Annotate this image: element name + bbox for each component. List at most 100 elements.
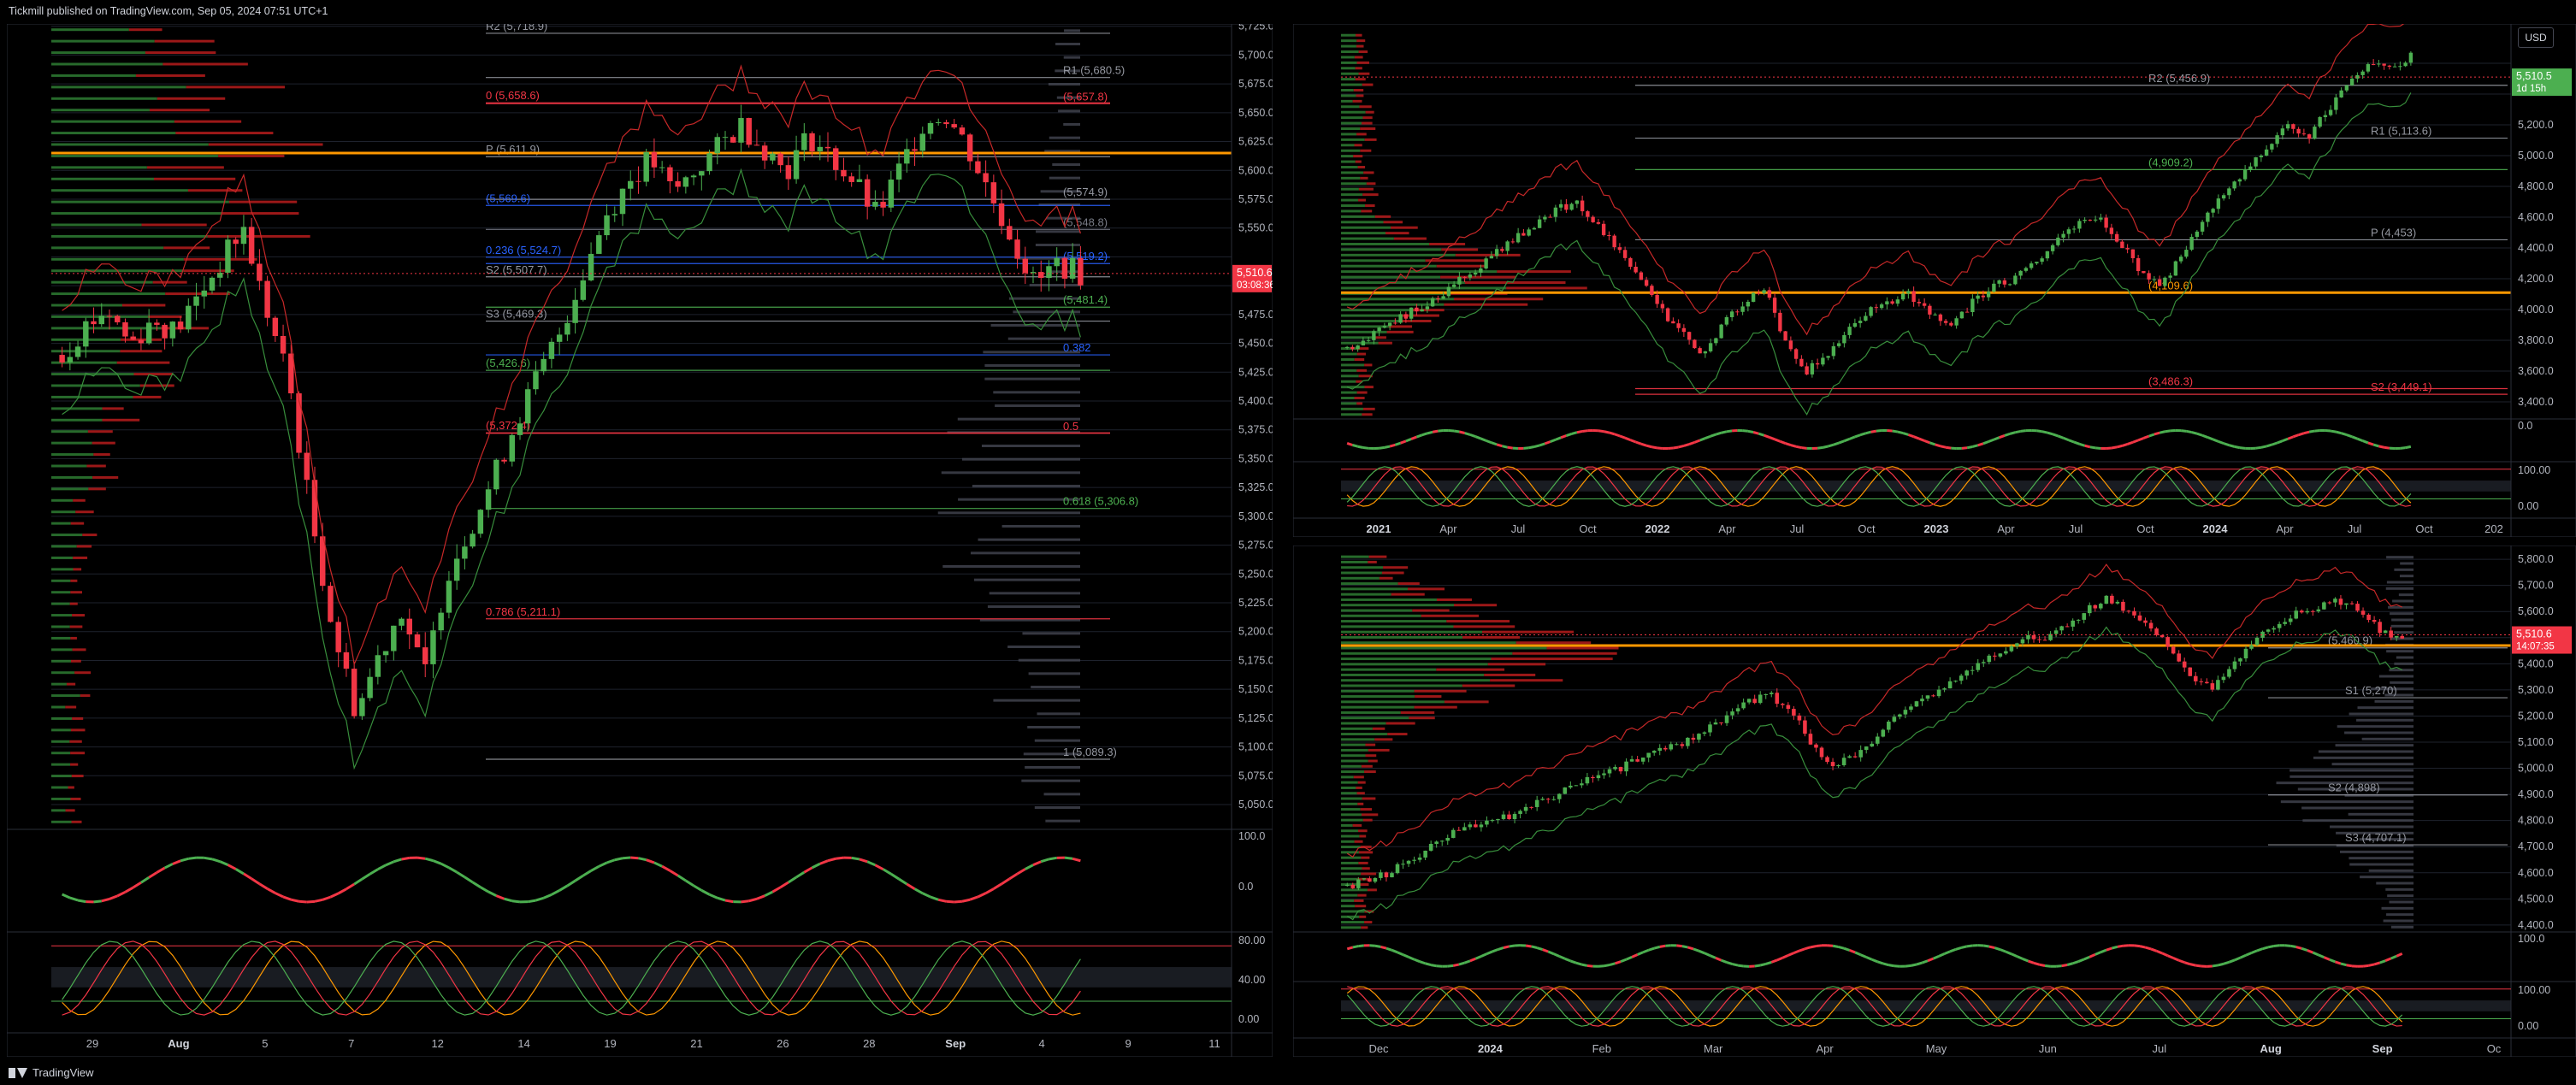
candle-body bbox=[2104, 595, 2109, 604]
volume-profile-bar-down bbox=[128, 28, 162, 32]
brand-name: TradingView bbox=[32, 1066, 94, 1079]
volume-profile-bar-up bbox=[1341, 829, 1359, 833]
top-right-chart-panel[interactable]: R2 (5,456.9)R1 (5,113.6)(4,909.2)P (4,45… bbox=[1293, 24, 2576, 537]
volume-profile-bar-down bbox=[72, 716, 84, 720]
left-chart-panel[interactable]: R2 (5,718.9)R1 (5,680.5)0 (5,658.6) (5,65… bbox=[7, 24, 1273, 1057]
oscillator-segment bbox=[1598, 429, 1604, 433]
time-tick-label: May bbox=[1926, 1042, 1947, 1055]
volume-profile-bar-up bbox=[1341, 593, 1391, 596]
volume-profile-bar-down bbox=[1462, 684, 1515, 687]
candle-body bbox=[1714, 338, 1718, 344]
candle-body bbox=[2389, 630, 2393, 638]
volume-profile-bar-up bbox=[51, 212, 222, 215]
candle-body bbox=[1622, 250, 1628, 258]
candle-body bbox=[1746, 699, 1752, 703]
oscillator-segment bbox=[1040, 858, 1049, 864]
candle-body bbox=[1403, 314, 1409, 319]
oscillator-segment bbox=[2323, 956, 2331, 961]
candle-body bbox=[1735, 311, 1740, 313]
volume-profile-bar-up bbox=[51, 74, 136, 77]
candle-body bbox=[288, 353, 294, 394]
tradingview-logo[interactable]: TradingView bbox=[9, 1066, 94, 1079]
session-volume-bar bbox=[1049, 136, 1080, 139]
oscillator-segment bbox=[2154, 431, 2160, 436]
lower-band-line bbox=[1346, 626, 2402, 921]
session-volume-bar bbox=[1023, 752, 1080, 756]
oscillator-segment bbox=[764, 890, 774, 898]
oscillator-segment bbox=[234, 868, 245, 876]
session-volume-bar bbox=[2348, 812, 2414, 816]
oscillator-segment bbox=[1480, 437, 1487, 442]
candle-body bbox=[572, 299, 578, 323]
oscillator-segment bbox=[1668, 446, 1674, 451]
volume-profile-bar-down bbox=[1363, 171, 1374, 174]
time-tick-label: 5 bbox=[262, 1037, 268, 1050]
candle-body bbox=[1852, 322, 1858, 327]
oscillator-segment bbox=[2213, 438, 2219, 443]
volume-profile-bar-up bbox=[1341, 397, 1355, 399]
oscillator-segment bbox=[653, 861, 663, 868]
oscillator-segment bbox=[1072, 857, 1081, 863]
oscillator-segment bbox=[1625, 955, 1633, 961]
candle-body bbox=[67, 357, 74, 363]
volume-profile-bar-up bbox=[51, 716, 73, 720]
volume-profile-bar-down bbox=[222, 212, 299, 215]
candle-body bbox=[1898, 714, 1902, 717]
session-volume-bar bbox=[1040, 190, 1080, 193]
candle-body bbox=[1420, 309, 1424, 312]
oscillator-segment bbox=[2020, 429, 2027, 433]
session-volume-bar bbox=[2385, 887, 2414, 891]
candle-body bbox=[1881, 729, 1886, 737]
oscillator-segment bbox=[1544, 440, 1551, 445]
oscillator-segment bbox=[2277, 439, 2284, 445]
oscillator-segment bbox=[1397, 951, 1404, 956]
oscillator-segment bbox=[2318, 953, 2325, 959]
volume-profile-bar-down bbox=[87, 430, 113, 433]
volume-profile-bar-up bbox=[51, 86, 186, 89]
volume-profile-bar-down bbox=[69, 602, 78, 605]
oscillator-segment bbox=[2150, 947, 2158, 952]
oscillator-segment bbox=[314, 898, 323, 903]
candle-body bbox=[1808, 734, 1813, 745]
volume-profile-bar-up bbox=[51, 407, 103, 410]
candle-body bbox=[2248, 166, 2253, 170]
candle-body bbox=[1842, 334, 1846, 344]
oscillator-segment bbox=[1025, 864, 1034, 870]
bottom-right-chart-panel[interactable]: (5,460.9)S1 (5,270)S2 (4,898)S3 (4,707.1… bbox=[1293, 545, 2576, 1057]
oscillator-segment bbox=[456, 870, 466, 879]
currency-button[interactable]: USD bbox=[2518, 27, 2554, 48]
candle-body bbox=[2355, 74, 2360, 79]
oscillator-segment bbox=[1492, 948, 1498, 953]
candle-body bbox=[186, 305, 192, 330]
session-volume-bar bbox=[2318, 750, 2414, 753]
oscillator-segment bbox=[1705, 434, 1711, 439]
stoch-line bbox=[1346, 986, 2403, 1027]
oscillator-segment bbox=[2207, 436, 2214, 441]
candle-body bbox=[2165, 637, 2170, 647]
volume-profile-bar-up bbox=[1341, 72, 1359, 75]
session-volume-bar bbox=[1055, 69, 1080, 73]
candle-body bbox=[2237, 179, 2242, 182]
volume-profile-bar-up bbox=[1341, 50, 1359, 53]
oscillator-segment bbox=[1683, 443, 1690, 447]
level-label: (3,486.3) bbox=[2148, 374, 2193, 387]
candle-body bbox=[2371, 64, 2376, 66]
volume-profile-bar-down bbox=[1355, 905, 1367, 908]
volume-profile-bar-down bbox=[1362, 818, 1373, 822]
session-volume-bar bbox=[1031, 686, 1080, 688]
candle-body bbox=[2260, 631, 2265, 638]
price-tick-label: 5,625.0 bbox=[1238, 136, 1273, 148]
volume-profile-bar-up bbox=[51, 797, 71, 800]
volume-profile-bar-up bbox=[1341, 743, 1366, 746]
oscillator-segment bbox=[1940, 445, 1947, 449]
candle-body bbox=[2318, 116, 2322, 127]
volume-profile-bar-up bbox=[51, 304, 122, 307]
volume-profile-bar-up bbox=[51, 361, 117, 364]
candle-body bbox=[240, 227, 247, 245]
candle-body bbox=[2035, 262, 2039, 264]
volume-profile-bar-down bbox=[1356, 94, 1364, 97]
oscillator-segment bbox=[771, 886, 782, 893]
time-tick-label: 4 bbox=[1039, 1037, 1045, 1050]
oscillator-segment bbox=[2011, 952, 2018, 958]
oscillator-segment bbox=[1502, 445, 1508, 449]
